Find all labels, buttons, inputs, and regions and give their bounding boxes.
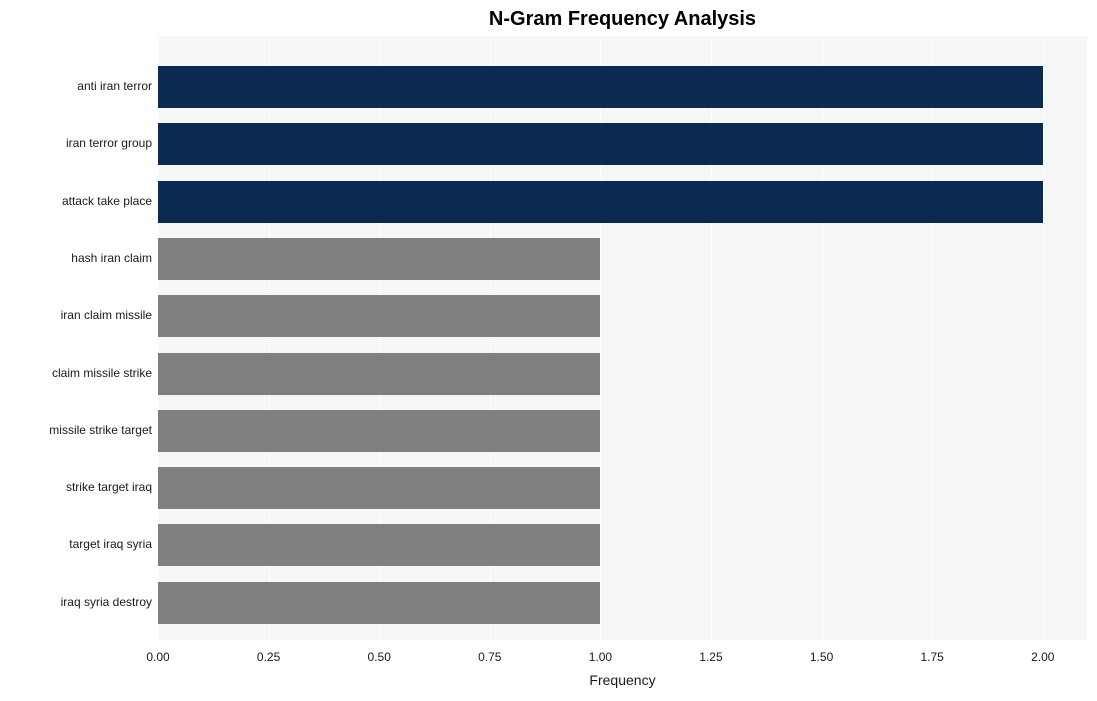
ngram-chart: N-Gram Frequency Analysis anti iran terr… xyxy=(0,0,1097,701)
x-tick-label: 0.50 xyxy=(368,650,391,664)
bar xyxy=(158,123,1043,165)
y-tick-label: strike target iraq xyxy=(66,480,152,494)
bar xyxy=(158,181,1043,223)
grid-line xyxy=(1043,36,1044,640)
x-tick-label: 1.50 xyxy=(810,650,833,664)
bar xyxy=(158,524,600,566)
x-tick-label: 1.00 xyxy=(589,650,612,664)
x-tick-label: 0.00 xyxy=(146,650,169,664)
bar xyxy=(158,66,1043,108)
y-tick-label: iraq syria destroy xyxy=(61,595,152,609)
y-tick-label: target iraq syria xyxy=(69,537,152,551)
y-tick-label: iran terror group xyxy=(66,136,152,150)
bar xyxy=(158,353,600,395)
bar xyxy=(158,410,600,452)
y-tick-label: missile strike target xyxy=(49,423,152,437)
chart-title: N-Gram Frequency Analysis xyxy=(158,8,1087,31)
bar xyxy=(158,295,600,337)
y-tick-label: anti iran terror xyxy=(77,79,152,93)
x-tick-label: 1.25 xyxy=(699,650,722,664)
x-tick-label: 1.75 xyxy=(920,650,943,664)
bar xyxy=(158,467,600,509)
x-axis-label: Frequency xyxy=(589,672,655,688)
bar xyxy=(158,582,600,624)
plot-area xyxy=(158,36,1087,640)
bar xyxy=(158,238,600,280)
x-tick-label: 0.75 xyxy=(478,650,501,664)
x-tick-label: 2.00 xyxy=(1031,650,1054,664)
y-tick-label: hash iran claim xyxy=(71,251,152,265)
y-tick-label: claim missile strike xyxy=(52,366,152,380)
y-tick-label: iran claim missile xyxy=(61,308,152,322)
x-tick-label: 0.25 xyxy=(257,650,280,664)
y-tick-label: attack take place xyxy=(62,194,152,208)
